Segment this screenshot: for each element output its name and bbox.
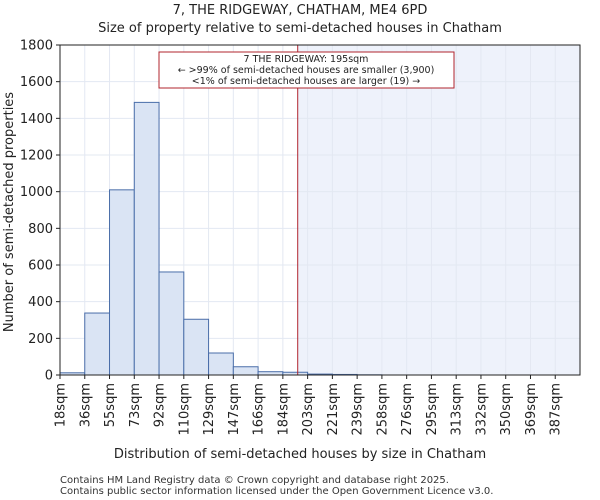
x-tick-label: 129sqm [202, 383, 217, 436]
x-tick-label: 332sqm [474, 383, 489, 436]
annotation-line-property: 7 THE RIDGEWAY: 195sqm [244, 54, 369, 65]
x-tick-label: 184sqm [276, 383, 291, 436]
x-tick-label: 110sqm [177, 383, 192, 436]
x-tick-label: 221sqm [326, 383, 341, 436]
y-axis-ticks: 0 200 400 600 800 1000 1200 1400 1600 1800 [20, 39, 60, 384]
y-tick-label: 1000 [20, 185, 53, 200]
bar-36sqm [84, 312, 111, 376]
y-tick-label: 800 [28, 222, 53, 237]
footer-line-2: Contains public sector information licen… [60, 486, 493, 497]
plot-frame [59, 44, 581, 376]
bar-92sqm [158, 271, 185, 376]
x-tick-label: 147sqm [227, 383, 242, 436]
x-tick-label: 387sqm [549, 383, 564, 436]
shaded-region [297, 45, 580, 375]
bar-73sqm [133, 101, 160, 376]
bar-55sqm [109, 189, 135, 376]
x-tick-label: 166sqm [252, 383, 267, 436]
x-tick-label: 295sqm [425, 383, 440, 436]
y-tick-label: 1200 [20, 149, 53, 164]
x-tick-label: 313sqm [450, 383, 465, 436]
y-tick-label: 200 [28, 332, 53, 347]
bar-110sqm [183, 318, 210, 376]
bar-129sqm [208, 352, 234, 376]
x-axis-ticks: 18sqm 36sqm 55sqm 73sqm 92sqm 110sqm 129sqm 147… [54, 375, 564, 436]
x-tick-label: 239sqm [351, 383, 366, 436]
x-tick-label: 92sqm [153, 383, 168, 427]
x-tick-label: 276sqm [400, 383, 415, 436]
x-axis-label: Distribution of semi-detached houses by … [114, 447, 486, 462]
y-tick-label: 600 [28, 259, 53, 274]
x-tick-label: 36sqm [78, 383, 93, 427]
x-tick-label: 18sqm [54, 383, 69, 427]
bar-147sqm [232, 366, 259, 376]
bars [59, 101, 383, 376]
y-tick-label: 1400 [20, 112, 53, 127]
x-tick-label: 258sqm [375, 383, 390, 436]
y-axis-label: Number of semi-detached properties [2, 92, 17, 332]
annotation-frame [158, 51, 455, 89]
y-tick-label: 1800 [20, 39, 53, 54]
footer-line-1: Contains HM Land Registry data © Crown c… [60, 475, 449, 486]
annotation-line-smaller: ← >99% of semi-detached houses are small… [178, 65, 435, 76]
x-tick-label: 55sqm [103, 383, 118, 427]
x-tick-label: 203sqm [301, 383, 316, 436]
x-tick-label: 73sqm [128, 383, 143, 427]
chart-subtitle: Size of property relative to semi-detach… [98, 21, 502, 36]
chart-title: 7, THE RIDGEWAY, CHATHAM, ME4 6PD [173, 3, 428, 18]
above-property-region [297, 45, 580, 375]
annotation-box: 7 THE RIDGEWAY: 195sqm ← >99% of semi-de… [158, 51, 455, 89]
annotation-line-larger: <1% of semi-detached houses are larger (… [192, 76, 420, 87]
x-tick-label: 369sqm [524, 383, 539, 436]
y-tick-label: 400 [28, 295, 53, 310]
x-tick-label: 350sqm [499, 383, 514, 436]
y-tick-label: 1600 [20, 75, 53, 90]
y-tick-label: 0 [45, 369, 53, 384]
